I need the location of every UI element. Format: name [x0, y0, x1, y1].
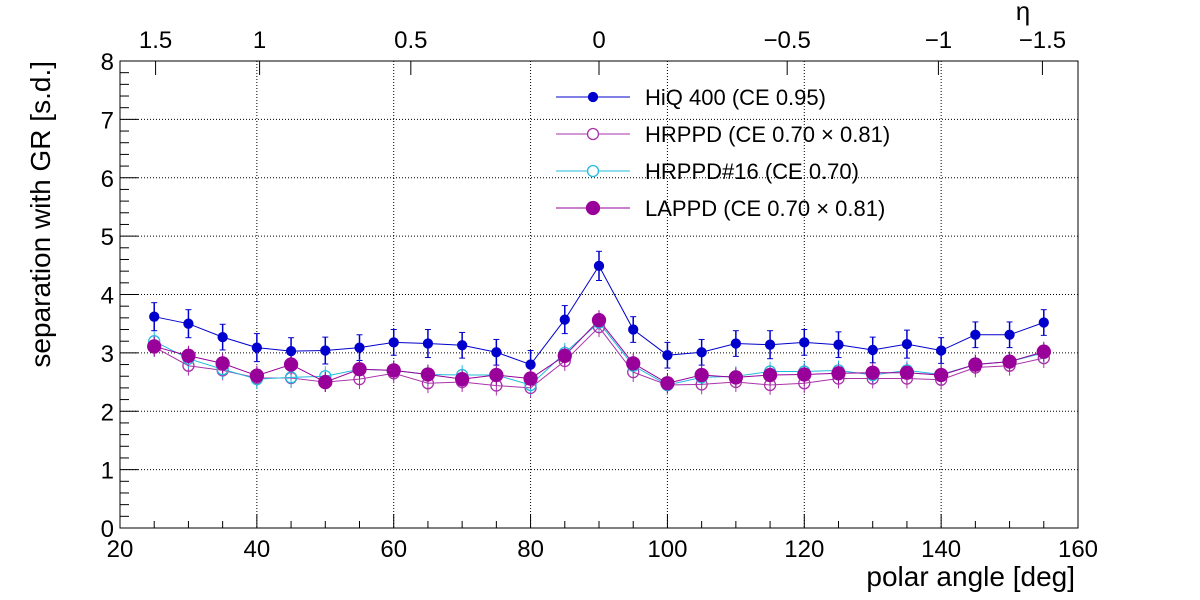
x-axis-label: polar angle [deg] — [866, 561, 1075, 592]
axes: 20 40 60 80 100 120 140 160 0 1 2 3 4 5 6 7 8 1.5 1 0.5 0 −0.… — [101, 27, 1098, 563]
top-tick-label: 1.5 — [139, 27, 172, 54]
data-point — [660, 376, 675, 391]
top-tick-label: −1.5 — [1019, 27, 1066, 54]
legend: HiQ 400 (CE 0.95) HRPPD (CE 0.70 × 0.81) H… — [556, 85, 890, 221]
data-point — [1002, 354, 1017, 369]
top-axis-label: η — [1016, 0, 1030, 26]
legend-marker — [585, 200, 601, 216]
data-point — [628, 324, 639, 335]
data-point — [557, 348, 572, 363]
y-tick-label: 8 — [101, 49, 114, 76]
data-point — [525, 359, 536, 370]
x-tick-label: 80 — [517, 536, 544, 563]
data-point — [181, 348, 196, 363]
data-point — [523, 371, 538, 386]
data-point — [354, 342, 365, 353]
data-point — [183, 318, 194, 329]
y-tick-label: 3 — [101, 341, 114, 368]
data-point — [149, 311, 160, 322]
data-point — [730, 338, 742, 349]
data-point — [386, 363, 401, 378]
data-point — [215, 356, 230, 371]
data-point — [764, 339, 776, 350]
x-tick-label: 140 — [921, 536, 961, 563]
data-point — [662, 350, 673, 361]
data-point — [249, 368, 265, 383]
x-tick-label: 120 — [784, 536, 824, 563]
x-tick-label: 100 — [647, 536, 687, 563]
data-point — [968, 357, 983, 372]
top-tick-label: −0.5 — [763, 27, 810, 54]
legend-marker — [586, 127, 600, 141]
y-tick-label: 4 — [101, 283, 114, 310]
data-point — [833, 339, 844, 350]
data-point — [865, 365, 880, 380]
x-tick-label: 160 — [1058, 536, 1098, 563]
data-point — [591, 313, 607, 328]
y-axis-label: separation with GR [s.d.] — [25, 61, 56, 368]
data-point — [320, 345, 331, 356]
data-point — [797, 367, 812, 382]
y-tick-label: 1 — [101, 458, 114, 485]
data-point — [831, 366, 846, 381]
data-point — [933, 367, 949, 383]
legend-marker — [587, 91, 599, 103]
x-tick-label: 40 — [244, 536, 271, 563]
data-point — [867, 344, 878, 356]
data-point — [696, 347, 707, 358]
y-tick-label: 2 — [101, 399, 114, 426]
y-tick-label: 6 — [101, 166, 114, 193]
x-tick-label: 20 — [107, 536, 134, 563]
top-tick-label: 0.5 — [394, 27, 427, 54]
data-point — [491, 347, 502, 358]
y-tick-label: 5 — [101, 224, 114, 251]
data-point — [559, 314, 570, 325]
legend-label: LAPPD (CE 0.70 × 0.81) — [645, 196, 885, 221]
x-tick-label: 60 — [380, 536, 407, 563]
data-point — [217, 331, 228, 343]
data-point — [251, 342, 263, 353]
grid-lines — [120, 61, 1078, 528]
data-point — [489, 367, 504, 383]
data-point — [283, 357, 299, 372]
data-point — [694, 367, 709, 383]
top-tick-label: −1 — [925, 27, 952, 54]
data-point — [420, 367, 436, 382]
data-point — [318, 374, 333, 390]
data-point — [1038, 317, 1049, 328]
data-point — [899, 365, 915, 380]
data-point — [1004, 329, 1015, 340]
y-tick-label: 0 — [101, 516, 114, 543]
data-point — [901, 338, 913, 350]
legend-label: HiQ 400 (CE 0.95) — [645, 85, 826, 110]
data-point — [454, 371, 470, 387]
data-point — [762, 367, 778, 383]
data-point — [456, 340, 468, 351]
data-point — [352, 362, 367, 377]
data-points — [147, 260, 1051, 395]
data-point — [799, 337, 810, 348]
data-point — [728, 370, 744, 385]
data-point — [285, 345, 297, 357]
data-point — [593, 260, 605, 272]
data-point — [970, 329, 981, 340]
y-tick-label: 7 — [101, 107, 114, 134]
legend-label: HRPPD#16 (CE 0.70) — [645, 159, 859, 184]
data-point — [388, 337, 399, 348]
top-tick-label: 1 — [253, 27, 266, 54]
data-point — [626, 356, 641, 371]
data-point — [935, 345, 947, 356]
data-point — [422, 338, 434, 349]
legend-marker — [586, 164, 600, 178]
data-point — [1036, 344, 1051, 359]
data-point — [284, 371, 298, 384]
legend-label: HRPPD (CE 0.70 × 0.81) — [645, 122, 890, 147]
top-tick-label: 0 — [592, 27, 605, 54]
data-point — [147, 339, 162, 354]
